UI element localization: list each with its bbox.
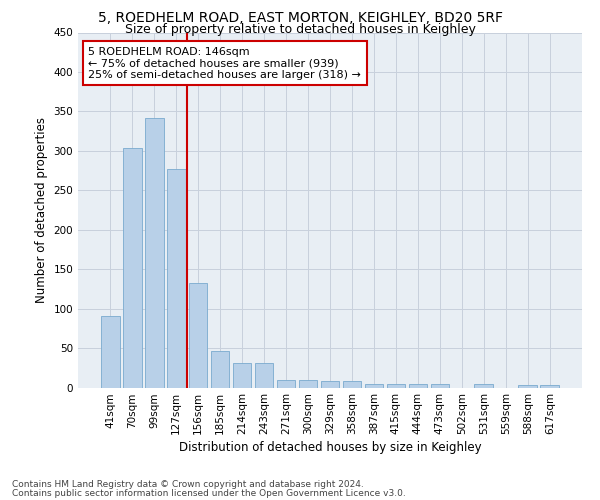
Bar xyxy=(211,351,229,388)
Text: Contains public sector information licensed under the Open Government Licence v3: Contains public sector information licen… xyxy=(12,488,406,498)
Text: Contains HM Land Registry data © Crown copyright and database right 2024.: Contains HM Land Registry data © Crown c… xyxy=(12,480,364,489)
Bar xyxy=(386,384,405,388)
Bar xyxy=(431,384,449,388)
Bar xyxy=(123,148,142,388)
Bar xyxy=(233,363,251,388)
Bar xyxy=(541,385,559,388)
Bar xyxy=(101,316,119,388)
Text: Size of property relative to detached houses in Keighley: Size of property relative to detached ho… xyxy=(125,22,475,36)
Bar xyxy=(277,380,295,388)
Bar xyxy=(167,169,185,388)
Bar xyxy=(343,381,361,388)
Bar xyxy=(189,282,208,388)
Bar xyxy=(255,363,274,388)
Bar xyxy=(409,384,427,388)
X-axis label: Distribution of detached houses by size in Keighley: Distribution of detached houses by size … xyxy=(179,442,481,454)
Bar xyxy=(365,384,383,388)
Bar xyxy=(299,380,317,388)
Y-axis label: Number of detached properties: Number of detached properties xyxy=(35,117,48,303)
Text: 5, ROEDHELM ROAD, EAST MORTON, KEIGHLEY, BD20 5RF: 5, ROEDHELM ROAD, EAST MORTON, KEIGHLEY,… xyxy=(97,11,503,25)
Bar xyxy=(145,118,164,388)
Bar xyxy=(320,381,340,388)
Bar xyxy=(475,384,493,388)
Bar xyxy=(518,385,537,388)
Text: 5 ROEDHELM ROAD: 146sqm
← 75% of detached houses are smaller (939)
25% of semi-d: 5 ROEDHELM ROAD: 146sqm ← 75% of detache… xyxy=(88,46,361,80)
